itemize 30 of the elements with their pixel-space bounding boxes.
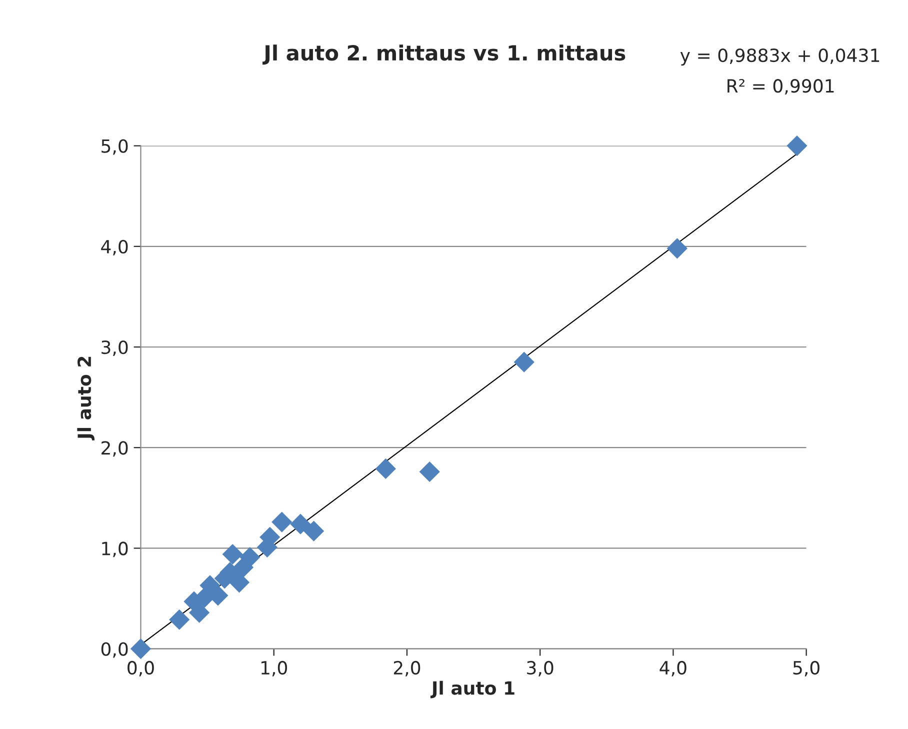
point xyxy=(514,352,534,372)
y-tick-label: 1,0 xyxy=(102,542,128,558)
y-tick-label: 0,0 xyxy=(101,642,128,658)
point xyxy=(272,512,292,532)
point xyxy=(169,609,190,630)
y-tick-label: 3,0 xyxy=(102,340,128,356)
point xyxy=(290,514,311,534)
point xyxy=(419,461,440,482)
y-tick-label: 2,0 xyxy=(102,441,128,457)
x-tick-label: 5,0 xyxy=(793,660,820,676)
y-tick-label: 5,0 xyxy=(102,139,128,155)
point xyxy=(228,572,250,593)
point xyxy=(130,638,152,660)
x-tick-label: 0,0 xyxy=(128,660,154,676)
x-tick-label: 3,0 xyxy=(527,660,554,676)
point xyxy=(303,520,324,542)
point xyxy=(222,544,243,565)
point xyxy=(786,136,808,156)
x-tick-label: 4,0 xyxy=(660,660,686,676)
y-axis-title: Jl auto 2 xyxy=(77,356,95,440)
chart-title: Jl auto 2. mittaus vs 1. mittaus xyxy=(262,44,626,65)
x-tick-label: 2,0 xyxy=(394,660,420,676)
text: y = 0,9883x + 0,0431 xyxy=(680,48,880,66)
x-tick-label: 1,0 xyxy=(261,660,288,676)
text: R² = 0,9901 xyxy=(728,79,834,95)
y-tick-label: 4,0 xyxy=(101,240,128,256)
point xyxy=(666,238,688,259)
point xyxy=(240,546,260,568)
point xyxy=(375,458,396,480)
x-axis-title: Jl auto 1 xyxy=(430,680,514,698)
